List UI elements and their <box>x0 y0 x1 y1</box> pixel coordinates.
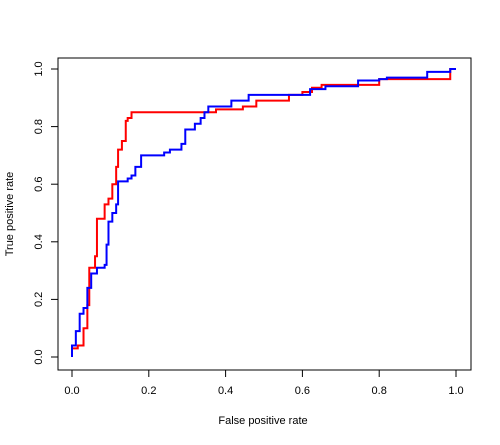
roc-curve-series-1 <box>71 68 456 357</box>
roc-curve-series-2 <box>71 68 456 357</box>
x-axis-label: False positive rate <box>218 415 307 427</box>
x-tick-label: 1.0 <box>448 385 463 397</box>
x-tick-label: 0.4 <box>218 385 233 397</box>
y-tick-label: 0.8 <box>33 119 45 134</box>
x-tick-label: 0.6 <box>295 385 310 397</box>
x-axis: 0.0 0.2 0.4 0.6 0.8 1.0 <box>64 369 464 397</box>
y-axis-label: True positive rate <box>4 172 16 257</box>
plot-box <box>57 57 472 371</box>
y-tick-label: 0.4 <box>33 234 45 249</box>
y-tick-label: 1.0 <box>33 61 45 76</box>
x-tick-label: 0.8 <box>372 385 387 397</box>
x-tick-label: 0.2 <box>141 385 156 397</box>
x-tick-label: 0.0 <box>64 385 79 397</box>
y-tick-label: 0.6 <box>33 177 45 192</box>
y-tick-label: 0.2 <box>33 292 45 307</box>
y-tick-label: 0.0 <box>33 349 45 364</box>
y-axis: 0.0 0.2 0.4 0.6 0.8 1.0 <box>33 61 59 365</box>
series-group <box>71 68 456 357</box>
